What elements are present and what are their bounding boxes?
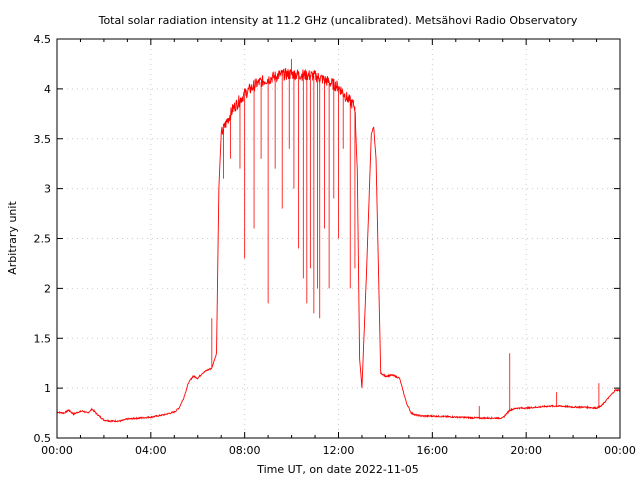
x-axis-label: Time UT, on date 2022-11-05 — [256, 463, 419, 476]
x-tick-label: 00:00 — [604, 444, 636, 457]
y-tick-label: 1 — [44, 382, 51, 395]
y-tick-label: 2 — [44, 282, 51, 295]
x-tick-label: 20:00 — [510, 444, 542, 457]
y-tick-label: 4.5 — [34, 33, 52, 46]
x-tick-label: 00:00 — [41, 444, 73, 457]
y-tick-label: 3 — [44, 183, 51, 196]
y-tick-label: 1.5 — [34, 332, 52, 345]
x-tick-label: 04:00 — [135, 444, 167, 457]
y-tick-label: 4 — [44, 83, 51, 96]
y-tick-label: 2.5 — [34, 233, 52, 246]
axis-ticks: 00:00 04:00 08:00 12:00 16:00 20:00 00:000.511… — [34, 33, 636, 457]
x-tick-label: 12:00 — [323, 444, 355, 457]
chart-title: Total solar radiation intensity at 11.2 … — [98, 14, 578, 27]
y-tick-label: 0.5 — [34, 432, 52, 445]
y-axis-label: Arbitrary unit — [6, 201, 19, 275]
x-tick-label: 16:00 — [416, 444, 448, 457]
data-series — [56, 58, 621, 423]
x-tick-label: 08:00 — [229, 444, 261, 457]
y-tick-label: 3.5 — [34, 133, 52, 146]
